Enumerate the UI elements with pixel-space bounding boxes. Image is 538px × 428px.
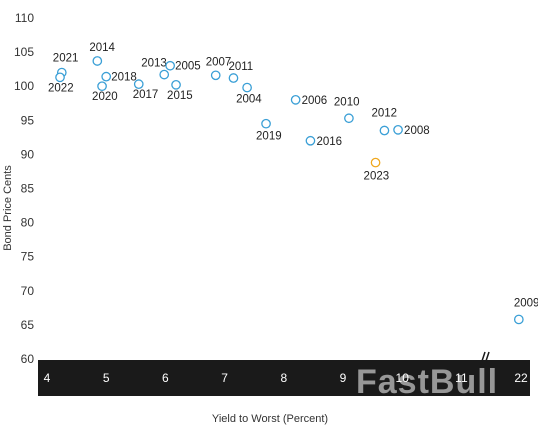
x-tick-label: 4 [44,371,51,385]
data-point-2009 [513,314,524,325]
data-point-2004 [242,82,252,93]
y-tick-label: 105 [14,45,34,59]
data-label-2019: 2019 [256,131,282,143]
data-label-2007: 2007 [206,56,232,68]
data-label-2020: 2020 [92,91,118,103]
break-line [478,351,486,371]
data-label-2017: 2017 [133,89,159,101]
x-axis-label: Yield to Worst (Percent) [212,413,328,425]
data-label-2012: 2012 [371,108,397,120]
y-tick-label: 95 [21,113,35,127]
x-tick-label: 6 [162,371,169,385]
axis-break-mark [478,351,490,371]
x-tick-label: 10 [396,371,410,385]
y-tick-label: 110 [15,11,34,25]
data-point-2005 [165,60,175,71]
data-point-2008 [393,124,403,135]
x-tick-label: 9 [340,371,347,385]
x-tick-label: 7 [221,371,228,385]
y-tick-label: 70 [21,284,35,298]
x-axis-ticks: 4 5 6 7 8 9 10 11 22 [44,371,528,385]
x-axis-band [38,360,530,396]
break-line [482,351,490,371]
data-label-2013: 2013 [141,58,167,70]
x-tick-label: 5 [103,371,110,385]
data-label-2006: 2006 [302,95,328,107]
data-label-2010: 2010 [334,96,360,108]
data-label-2016: 2016 [316,136,342,148]
data-point-2023 [370,157,381,168]
y-axis-ticks: 60 65 70 75 80 85 90 95 100 105 110 [14,11,34,366]
data-label-2004: 2004 [236,94,262,106]
data-label-2022: 2022 [48,82,74,94]
data-label-2023: 2023 [364,171,390,183]
y-tick-label: 65 [21,318,35,332]
x-tick-label: 8 [280,371,287,385]
data-point-2007 [210,70,221,81]
data-point-2022 [55,72,65,83]
y-tick-label: 90 [21,147,35,161]
y-tick-label: 60 [21,352,35,366]
data-label-2011: 2011 [228,61,253,73]
data-label-2009: 2009 [514,297,538,309]
data-label-2018: 2018 [111,72,137,84]
data-point-2016 [305,135,316,146]
data-point-2006 [290,94,301,105]
data-point-2018 [101,71,112,82]
y-tick-label: 85 [21,182,35,196]
x-tick-label: 22 [514,371,528,385]
data-point-2014 [92,56,103,66]
data-point-2020 [97,81,107,92]
data-point-2012 [379,125,390,136]
data-points: 2021 2022 2014 2018 2020 2017 2013 2005 2015 2007… [48,42,538,325]
data-label-2021: 2021 [53,53,79,65]
data-point-2010 [344,113,354,124]
y-tick-label: 80 [21,216,35,230]
data-point-2015 [171,79,181,90]
data-label-2005: 2005 [175,61,201,73]
y-tick-label: 75 [21,250,35,264]
watermark-logo: FastBull [356,363,498,401]
y-axis-label: Bond Price Cents [2,165,14,251]
data-label-2015: 2015 [167,90,193,102]
data-point-2013 [159,69,170,80]
data-label-2008: 2008 [404,125,430,137]
data-point-2011 [228,73,239,83]
data-point-2017 [133,79,144,90]
y-tick-label: 100 [14,79,34,93]
x-tick-label: 11 [455,371,468,385]
data-label-2014: 2014 [89,42,115,54]
data-point-2019 [261,118,271,129]
